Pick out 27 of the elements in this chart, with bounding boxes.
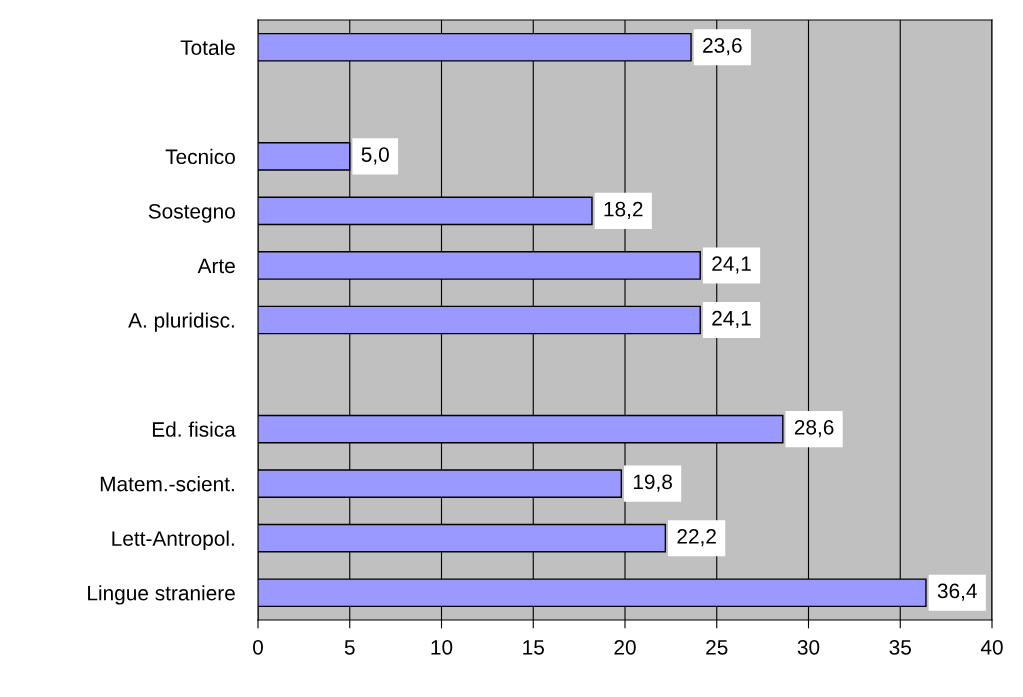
x-tick-label: 0 [253,639,263,655]
data-label: 22,2 [677,529,716,547]
data-label: 36,4 [937,583,977,601]
y-tick-label: Lett-Antropol. [112,530,234,551]
data-label: 5,0 [361,147,389,165]
data-label: 24,1 [712,310,751,329]
x-tick-label: 15 [523,640,544,655]
x-tick-label: 40 [980,639,1003,655]
x-tick-label: 25 [706,639,728,655]
y-tick-label: Totale [180,39,235,56]
x-tick-label: 5 [344,640,355,655]
data-label: 23,6 [703,38,742,56]
data-label: 24,1 [712,256,751,274]
x-tick-label: 35 [889,639,911,655]
y-tick-label: Arte [197,258,235,274]
y-tick-label: A. pluridisc. [128,312,234,332]
x-tick-label: 30 [797,639,820,655]
y-tick-label: Lingue straniere [88,585,235,605]
data-label: 18,2 [604,201,643,219]
y-tick-label: Matem.-scient. [100,476,234,492]
y-tick-label: Tecnico [165,148,235,165]
y-tick-label: Sostegno [148,203,235,223]
x-tick-label: 10 [431,639,453,655]
data-label: 28,6 [794,419,834,438]
data-label: 19,8 [633,474,672,492]
y-tick-label: Ed. fisica [152,421,236,437]
x-tick-label: 20 [614,639,636,655]
